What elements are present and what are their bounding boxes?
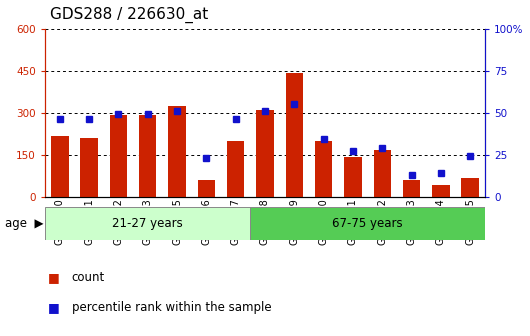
Text: 67-75 years: 67-75 years bbox=[332, 217, 403, 230]
Bar bbox=[250, 207, 485, 240]
Bar bbox=[315, 140, 332, 197]
Bar bbox=[403, 180, 420, 197]
Bar bbox=[286, 73, 303, 197]
Text: ■: ■ bbox=[48, 301, 59, 314]
Bar bbox=[462, 178, 479, 197]
Bar bbox=[51, 136, 68, 197]
Bar bbox=[45, 207, 250, 240]
Bar bbox=[168, 106, 186, 197]
Text: GDS288 / 226630_at: GDS288 / 226630_at bbox=[50, 7, 209, 23]
Bar bbox=[344, 157, 362, 197]
Text: 21-27 years: 21-27 years bbox=[112, 217, 183, 230]
Bar bbox=[256, 110, 274, 197]
Bar bbox=[139, 115, 156, 197]
Text: percentile rank within the sample: percentile rank within the sample bbox=[72, 301, 271, 314]
Bar bbox=[80, 138, 98, 197]
Text: ■: ■ bbox=[48, 271, 59, 284]
Bar bbox=[374, 151, 391, 197]
Text: age  ▶: age ▶ bbox=[5, 217, 44, 230]
Text: count: count bbox=[72, 271, 105, 284]
Bar bbox=[227, 140, 244, 197]
Bar bbox=[110, 115, 127, 197]
Bar bbox=[432, 185, 450, 197]
Bar bbox=[198, 180, 215, 197]
